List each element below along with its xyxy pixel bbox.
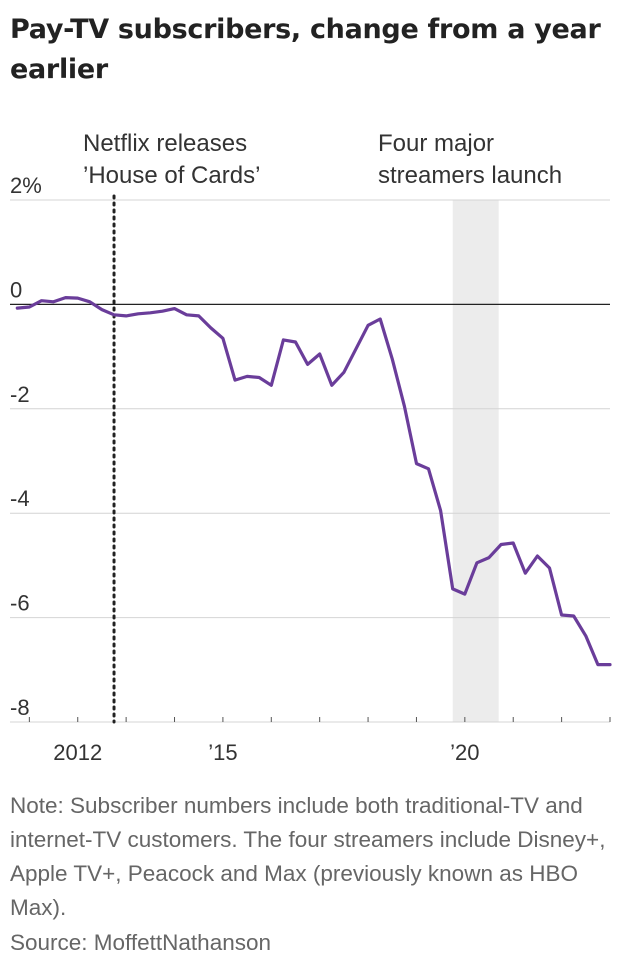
y-tick-label: 0: [10, 277, 22, 302]
y-tick-label: -2: [10, 382, 30, 407]
y-tick-label: -4: [10, 486, 30, 511]
chart-title: Pay-TV subscribers, change from a year e…: [10, 14, 601, 85]
band-layer: [452, 200, 499, 722]
streamers-launch-label: Four major: [378, 130, 494, 157]
house-of-cards-label: ’House of Cards’: [83, 162, 260, 189]
y-tick-label: -8: [10, 695, 30, 720]
streamers-launch-band: [452, 200, 499, 722]
house-of-cards-label: Netflix releases: [83, 130, 247, 157]
x-tick-label: 2012: [53, 740, 102, 765]
x-tick-label: ’15: [208, 740, 237, 765]
chart-note: Note: Subscriber numbers include both tr…: [10, 793, 606, 920]
label-layer: 2% 0 -2 -4 -6 -8 2012 ’15 ’20 Netflix releases ’Ho…: [10, 130, 562, 765]
x-tick-label: ’20: [450, 740, 479, 765]
chart-svg: 2% 0 -2 -4 -6 -8 2012 ’15 ’20 Netflix releases ’Ho…: [10, 130, 612, 765]
y-tick-label: 2%: [10, 173, 42, 198]
grid-layer: [10, 199, 611, 723]
streamers-launch-label: streamers launch: [378, 162, 562, 189]
series-line: [15, 296, 612, 667]
y-tick-label: -6: [10, 591, 30, 616]
line-layer: [15, 296, 612, 667]
chart-source: Source: MoffettNathanson: [10, 930, 271, 955]
